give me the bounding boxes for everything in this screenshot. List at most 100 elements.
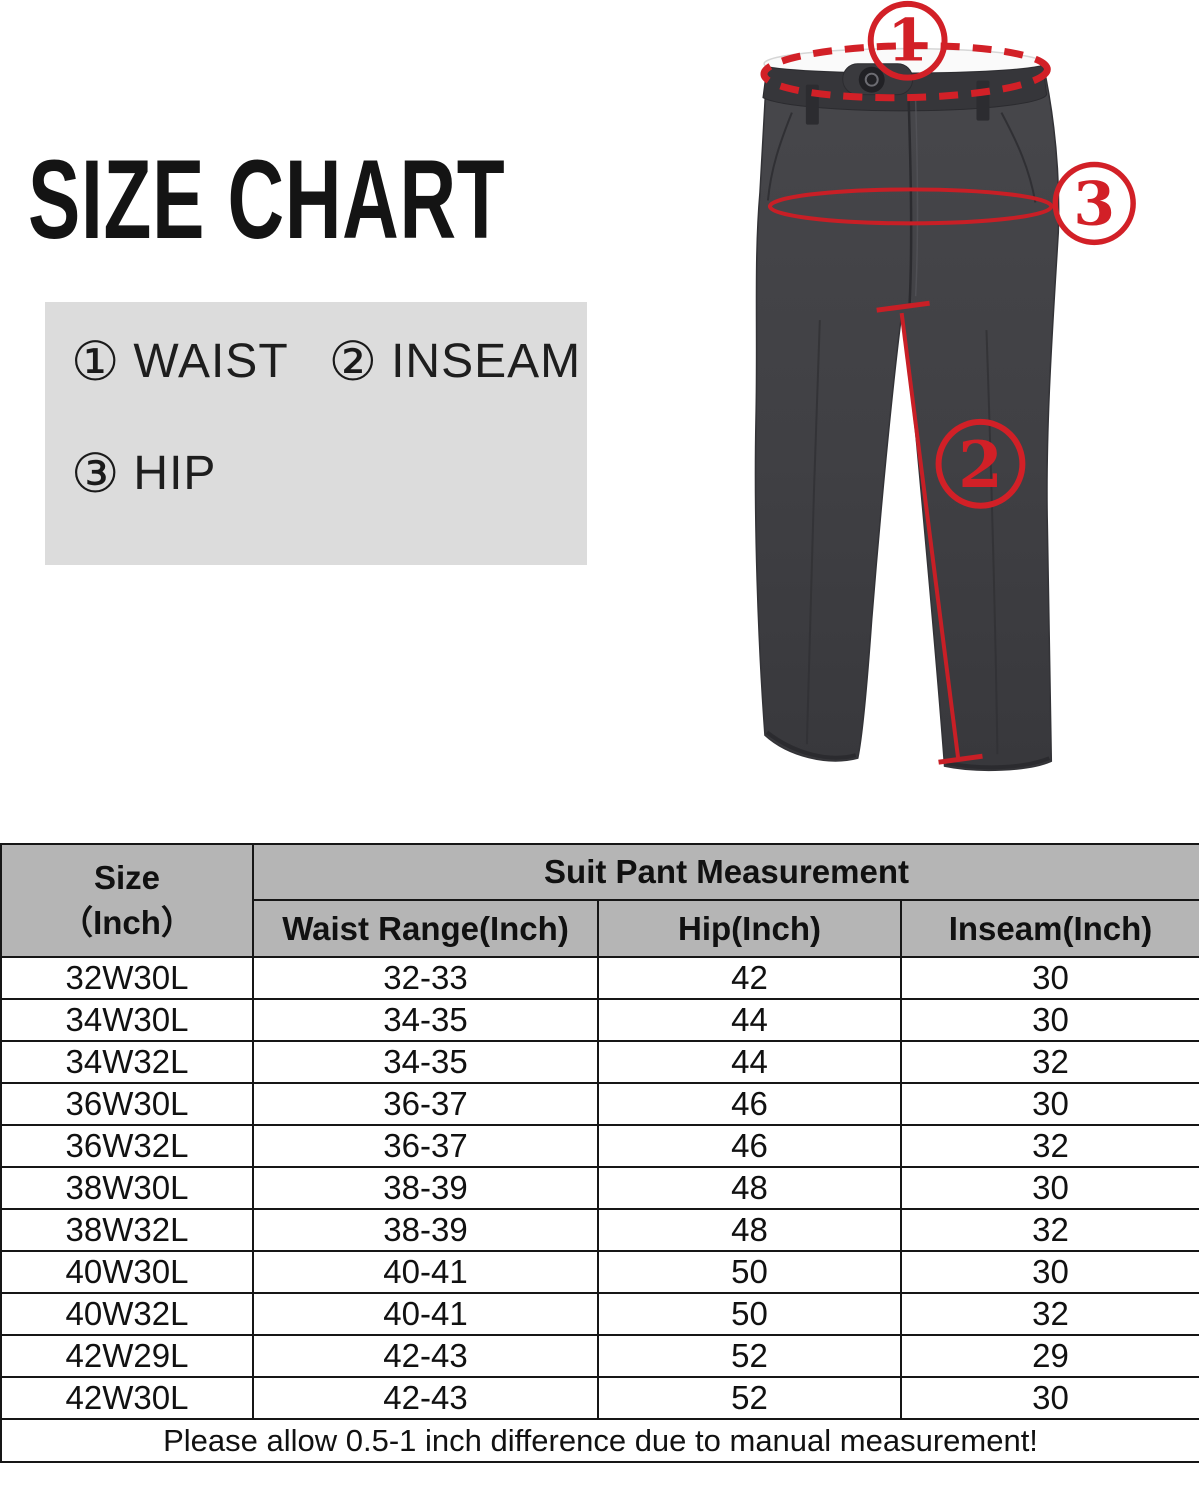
cell-size: 40W30L	[0, 1250, 254, 1294]
table-row: 36W32L 36-37 46 32	[0, 1124, 1199, 1168]
cell-hip: 52	[597, 1334, 902, 1378]
pants-body	[754, 59, 1060, 772]
cell-size: 40W32L	[0, 1292, 254, 1336]
pants-image: 1 3 2	[754, 0, 1136, 772]
table-row: 38W30L 38-39 48 30	[0, 1166, 1199, 1210]
cell-hip: 46	[597, 1124, 902, 1168]
page-title: SIZE CHART	[28, 137, 506, 262]
cell-size: 32W30L	[0, 956, 254, 1000]
cell-waist: 32-33	[252, 956, 599, 1000]
cell-waist: 36-37	[252, 1124, 599, 1168]
cell-waist: 38-39	[252, 1166, 599, 1210]
cell-size: 42W29L	[0, 1334, 254, 1378]
col-header-size: Size （Inch）	[0, 843, 254, 958]
table-row: 42W30L 42-43 52 30	[0, 1376, 1199, 1420]
circled-1-icon: ①	[71, 330, 120, 393]
legend-label-hip: HIP	[133, 447, 217, 500]
cell-inseam: 30	[899, 1376, 1199, 1420]
hip-callout-number: 3	[1073, 169, 1115, 239]
inseam-tick-top	[876, 300, 930, 313]
cell-inseam: 30	[899, 998, 1199, 1042]
waist-button	[858, 66, 885, 93]
table-note-row: Please allow 0.5-1 inch difference due t…	[0, 1418, 1199, 1463]
waist-callout-number: 1	[888, 7, 928, 75]
inseam-measure-line	[899, 312, 961, 762]
fly-line	[907, 98, 913, 304]
circled-2-icon: ②	[328, 330, 378, 393]
cell-size: 38W32L	[0, 1208, 254, 1252]
pocket-line-left	[766, 112, 793, 201]
cell-hip: 52	[597, 1376, 902, 1420]
cell-waist: 40-41	[252, 1292, 599, 1336]
belt-loop-right	[976, 80, 990, 121]
table-row: 40W32L 40-41 50 32	[0, 1292, 1199, 1336]
pocket-line-right	[1000, 112, 1037, 203]
cell-hip: 44	[597, 1040, 902, 1084]
waist-callout-circle	[867, 0, 948, 81]
col-header-group: Suit Pant Measurement	[251, 843, 1199, 901]
cell-inseam: 30	[899, 1082, 1199, 1126]
table-header-group-row: Size （Inch） Suit Pant Measurement	[0, 843, 1199, 958]
legend-item-inseam: ② INSEAM	[329, 332, 581, 392]
size-table: Size （Inch） Suit Pant Measurement Waist …	[0, 843, 1199, 1463]
hip-measure-ellipse	[767, 187, 1054, 226]
cell-size: 36W30L	[0, 1082, 254, 1126]
table-row: 34W30L 34-35 44 30	[0, 998, 1199, 1042]
hip-callout-circle	[1052, 161, 1136, 246]
cell-inseam: 32	[899, 1040, 1199, 1084]
legend-item-hip: ③ HIP	[71, 444, 216, 504]
legend-label-inseam: INSEAM	[391, 335, 582, 388]
table-row: 38W32L 38-39 48 32	[0, 1208, 1199, 1252]
cell-inseam: 30	[899, 1166, 1199, 1210]
cell-size: 36W32L	[0, 1124, 254, 1168]
cell-hip: 50	[597, 1292, 902, 1336]
cell-size: 34W32L	[0, 1040, 254, 1084]
cell-size: 34W30L	[0, 998, 254, 1042]
fly-highlight	[914, 100, 919, 297]
cell-hip: 48	[597, 1166, 902, 1210]
cell-inseam: 30	[899, 1250, 1199, 1294]
circled-3-icon: ③	[71, 442, 120, 505]
cell-hip: 42	[597, 956, 902, 1000]
legend-box: ① WAIST ② INSEAM ③ HIP	[45, 302, 587, 565]
cell-waist: 36-37	[252, 1082, 599, 1126]
inseam-callout-circle	[935, 418, 1026, 509]
col-header-size-line2: （Inch）	[60, 903, 194, 941]
legend-item-waist: ① WAIST	[71, 332, 289, 392]
cell-inseam: 32	[899, 1124, 1199, 1168]
pants-diagram: 1 3 2	[740, 0, 1199, 780]
cell-waist: 34-35	[252, 1040, 599, 1084]
inseam-callout-number: 2	[958, 428, 1002, 503]
measurement-note: Please allow 0.5-1 inch difference due t…	[0, 1418, 1199, 1463]
table-header-sub-row: Waist Range(Inch) Hip(Inch) Inseam(Inch)	[1, 899, 1199, 958]
cell-size: 38W30L	[0, 1166, 254, 1210]
crease-left-leg	[805, 320, 821, 745]
legend-label-waist: WAIST	[133, 335, 289, 388]
cell-hip: 44	[597, 998, 902, 1042]
cell-waist: 42-43	[252, 1334, 599, 1378]
table-row: 42W29L 42-43 52 29	[0, 1334, 1199, 1378]
hem-right	[946, 756, 1051, 770]
cell-size: 42W30L	[0, 1376, 254, 1420]
cell-hip: 48	[597, 1208, 902, 1252]
crease-right-leg	[985, 330, 999, 755]
table-row: 36W30L 36-37 46 30	[0, 1082, 1199, 1126]
cell-waist: 38-39	[252, 1208, 599, 1252]
col-header-hip: Hip(Inch)	[597, 899, 902, 958]
cell-hip: 50	[597, 1250, 902, 1294]
waist-button-ring	[864, 72, 879, 87]
table-row: 40W30L 40-41 50 30	[0, 1250, 1199, 1294]
cell-inseam: 29	[899, 1334, 1199, 1378]
col-header-size-line1: Size	[93, 858, 161, 896]
legend-row-1: ① WAIST ② INSEAM	[71, 332, 587, 392]
cell-waist: 34-35	[252, 998, 599, 1042]
hem-left	[765, 730, 857, 760]
cell-inseam: 32	[899, 1208, 1199, 1252]
waist-measure-dashed-ellipse	[760, 42, 1051, 102]
cell-waist: 40-41	[252, 1250, 599, 1294]
inseam-tick-bottom	[938, 753, 983, 765]
cell-inseam: 32	[899, 1292, 1199, 1336]
table-row: 32W30L 32-33 42 30	[0, 956, 1199, 1000]
cell-hip: 46	[597, 1082, 902, 1126]
